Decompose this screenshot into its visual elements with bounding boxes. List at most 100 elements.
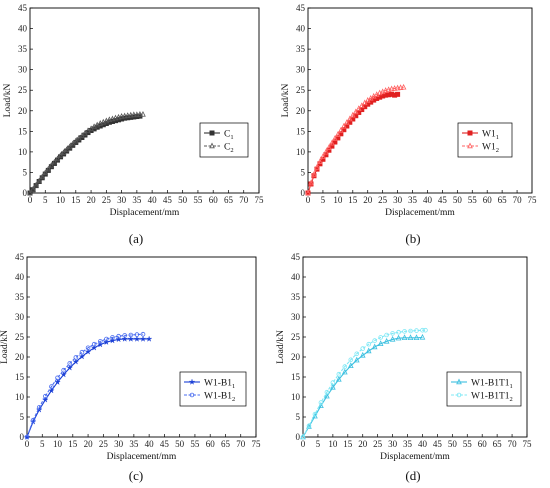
- y-tick-label: 0: [23, 188, 28, 198]
- data-point: [355, 105, 362, 111]
- x-tick-label: 55: [193, 195, 203, 205]
- y-tick-label: 20: [291, 352, 301, 362]
- legend-series-subscript: 1: [230, 134, 233, 141]
- y-tick-label: 20: [18, 106, 28, 116]
- data-point: [300, 434, 306, 440]
- data-point: [365, 347, 372, 354]
- data-point: [45, 165, 52, 172]
- x-tick-label: 60: [209, 195, 219, 205]
- data-point: [72, 358, 80, 365]
- data-point: [36, 177, 43, 184]
- x-tick-label: 50: [453, 195, 463, 205]
- y-tick-label: 30: [18, 65, 28, 75]
- data-point: [63, 146, 70, 153]
- data-point: [317, 158, 323, 164]
- data-point: [30, 417, 36, 423]
- data-point: [358, 102, 365, 109]
- series-1: [27, 113, 143, 196]
- data-point: [134, 111, 140, 118]
- x-tick-label: 35: [132, 195, 142, 205]
- x-tick-label: 40: [145, 439, 155, 449]
- data-point: [121, 335, 129, 342]
- legend-series-name: W1-B1: [204, 392, 232, 402]
- x-tick-label: 70: [236, 439, 246, 449]
- data-point: [115, 335, 122, 343]
- data-point: [311, 171, 317, 177]
- legend-series-name: W1: [482, 130, 496, 140]
- x-tick-label: 20: [358, 439, 368, 449]
- data-point: [359, 351, 366, 358]
- y-tick-label: 15: [15, 372, 25, 382]
- data-point: [408, 328, 413, 334]
- series-line: [26, 338, 150, 438]
- x-tick-label: 55: [190, 439, 200, 449]
- series-2: [27, 110, 146, 196]
- data-point: [134, 332, 140, 337]
- data-point: [413, 334, 420, 341]
- legend-series-name: C: [224, 130, 230, 140]
- data-point: [360, 346, 366, 351]
- x-tick-label: 0: [301, 439, 306, 449]
- x-tick-label: 45: [163, 195, 173, 205]
- data-point: [366, 341, 372, 347]
- data-point: [377, 340, 384, 347]
- data-point: [27, 189, 33, 196]
- data-point: [91, 341, 97, 347]
- legend-swatch-marker: [188, 378, 196, 385]
- legend-swatch-marker: [456, 392, 462, 398]
- x-tick-label: 70: [508, 439, 518, 449]
- x-tick-label: 5: [43, 195, 48, 205]
- data-point: [69, 140, 76, 147]
- data-point: [326, 144, 332, 150]
- data-point: [343, 119, 350, 125]
- data-point: [139, 335, 147, 342]
- y-tick-label: 5: [23, 167, 28, 177]
- legend-swatch-marker: [456, 378, 462, 385]
- x-tick-label: 0: [25, 439, 30, 449]
- y-tick-label: 20: [296, 106, 306, 116]
- data-point: [407, 334, 414, 341]
- y-tick-label: 45: [296, 3, 306, 13]
- x-tick-label: 45: [160, 439, 170, 449]
- data-point: [33, 181, 39, 188]
- data-point: [402, 329, 407, 334]
- x-tick-label: 65: [224, 195, 234, 205]
- legend-box: [179, 371, 247, 407]
- y-axis-label: Load/kN: [281, 83, 291, 117]
- x-tick-label: 50: [175, 439, 185, 449]
- x-tick-label: 15: [348, 195, 358, 205]
- legend-series-subscript: 2: [232, 396, 235, 403]
- y-axis-label: Load/kN: [276, 330, 286, 364]
- x-tick-label: 45: [433, 439, 443, 449]
- x-axis-label: Displacement/mm: [385, 208, 455, 218]
- y-tick-label: 5: [301, 167, 306, 177]
- data-point: [400, 83, 407, 90]
- y-tick-label: 45: [18, 3, 28, 13]
- y-tick-label: 25: [18, 85, 28, 95]
- data-point: [79, 349, 85, 355]
- x-tick-label: 60: [206, 439, 216, 449]
- y-tick-label: 35: [296, 44, 306, 54]
- x-tick-label: 50: [448, 439, 458, 449]
- data-point: [84, 348, 92, 355]
- y-tick-label: 10: [15, 392, 25, 402]
- data-point: [388, 85, 395, 92]
- legend-series-name: W1-B1T1: [471, 392, 510, 402]
- data-point: [42, 169, 49, 176]
- data-point: [372, 338, 377, 343]
- data-point: [133, 335, 141, 342]
- data-point: [85, 345, 91, 351]
- x-tick-label: 70: [239, 195, 249, 205]
- chart-panel-2: 0 5 10 15 20 25 30 35 40 45 50 55 60 65 70 750510152025…: [281, 3, 537, 246]
- legend-entry-label: W1-B11: [204, 379, 235, 391]
- data-point: [423, 327, 428, 333]
- data-point: [73, 355, 79, 360]
- data-point: [323, 148, 329, 155]
- x-tick-label: 75: [523, 439, 533, 449]
- data-point: [43, 393, 48, 399]
- data-point: [396, 329, 401, 335]
- y-tick-label: 15: [18, 126, 28, 136]
- series-1: [23, 335, 153, 440]
